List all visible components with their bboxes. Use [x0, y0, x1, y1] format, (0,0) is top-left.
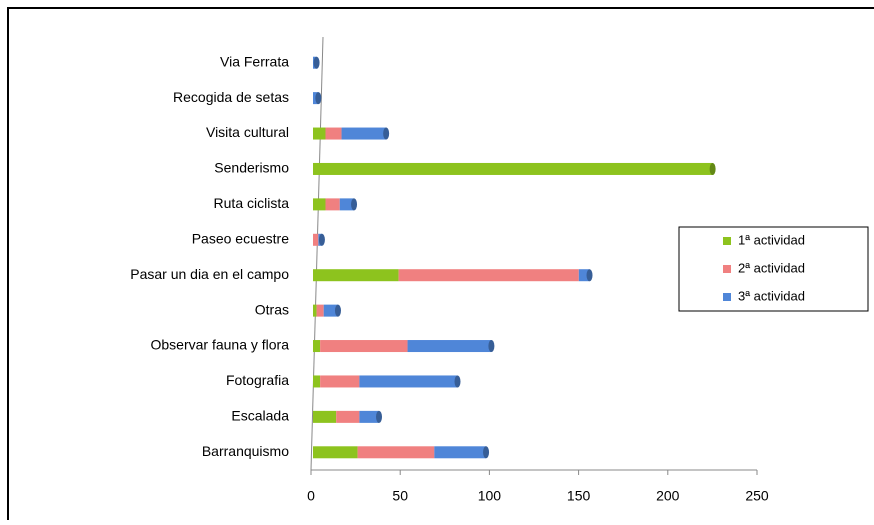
bar-segment: [320, 375, 360, 388]
bar-cap: [483, 446, 490, 459]
legend-label: 3ª actividad: [738, 288, 805, 303]
bar-segment: [325, 127, 342, 140]
bar-segment: [313, 233, 319, 246]
bar-segment: [313, 375, 321, 388]
bar-segment: [398, 269, 579, 282]
bar-segment: [341, 127, 387, 140]
bar-cap: [351, 198, 358, 211]
bar-segment: [434, 446, 487, 459]
bar-cap: [383, 127, 390, 140]
bar-segment: [359, 410, 380, 423]
y-tick-label: Via Ferrata: [220, 53, 289, 69]
legend-swatch: [723, 237, 731, 245]
y-tick-label: Ruta ciclista: [214, 195, 290, 211]
x-tick-label: 0: [307, 488, 315, 504]
bar-segment: [578, 269, 590, 282]
y-tick-label: Observar fauna y flora: [150, 337, 289, 353]
bar-segment: [357, 446, 435, 459]
y-tick-label: Barranquismo: [202, 443, 289, 459]
x-tick-label: 50: [392, 488, 408, 504]
legend-swatch: [723, 293, 731, 301]
bar-segment: [313, 446, 358, 459]
bar-segment: [313, 269, 399, 282]
bar-segment: [313, 198, 326, 211]
y-tick-label: Senderismo: [214, 160, 289, 176]
y-tick-label: Otras: [255, 301, 289, 317]
y-tick-label: Visita cultural: [206, 124, 289, 140]
bar-segment: [339, 198, 355, 211]
bar-segment: [316, 304, 324, 317]
y-tick-label: Recogida de setas: [173, 89, 289, 105]
bar-segment: [359, 375, 458, 388]
x-tick-label: 100: [478, 488, 502, 504]
bar-cap: [586, 269, 593, 282]
bar-cap: [709, 162, 716, 175]
legend-swatch: [723, 265, 731, 273]
x-tick-label: 150: [567, 488, 591, 504]
legend-label: 1ª actividad: [738, 232, 805, 247]
y-tick-label: Fotografia: [226, 372, 289, 388]
bar-segment: [325, 198, 340, 211]
bar-segment: [320, 340, 408, 353]
y-tick-label: Escalada: [231, 408, 289, 424]
y-tick-label: Paseo ecuestre: [192, 230, 289, 246]
legend: 1ª actividad 2ª actividad 3ª actividad: [678, 226, 869, 312]
bar-cap: [315, 92, 322, 105]
legend-label: 2ª actividad: [738, 260, 805, 275]
bar-cap: [318, 233, 325, 246]
bar-segment: [336, 410, 360, 423]
bar-segment: [313, 127, 326, 140]
x-tick-label: 250: [745, 488, 769, 504]
bar-segment: [323, 304, 338, 317]
bar-cap: [376, 410, 383, 423]
bar-segment: [407, 340, 492, 353]
bar-segment: [313, 162, 713, 175]
legend-box: [678, 226, 869, 312]
bar-segment: [313, 410, 337, 423]
bar-cap: [334, 304, 341, 317]
x-tick-label: 200: [656, 488, 680, 504]
bar-cap: [313, 56, 320, 69]
bar-segment: [313, 304, 317, 317]
y-tick-label: Pasar un dia en el campo: [130, 266, 289, 282]
bar-cap: [454, 375, 461, 388]
bar-segment: [313, 340, 321, 353]
axis-wall: [310, 36, 324, 471]
bar-cap: [488, 340, 495, 353]
